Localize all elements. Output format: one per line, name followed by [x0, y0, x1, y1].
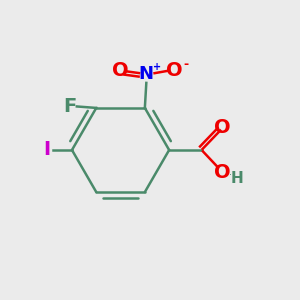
Text: ·: · [230, 170, 232, 180]
Text: O: O [214, 118, 231, 137]
Text: -: - [183, 58, 188, 70]
Text: I: I [44, 140, 50, 160]
Text: N: N [139, 65, 154, 83]
Text: O: O [112, 61, 129, 80]
Text: O: O [214, 163, 231, 182]
Text: +: + [153, 62, 162, 72]
Text: H: H [230, 171, 243, 186]
Text: F: F [64, 97, 77, 116]
Text: O: O [166, 61, 183, 80]
